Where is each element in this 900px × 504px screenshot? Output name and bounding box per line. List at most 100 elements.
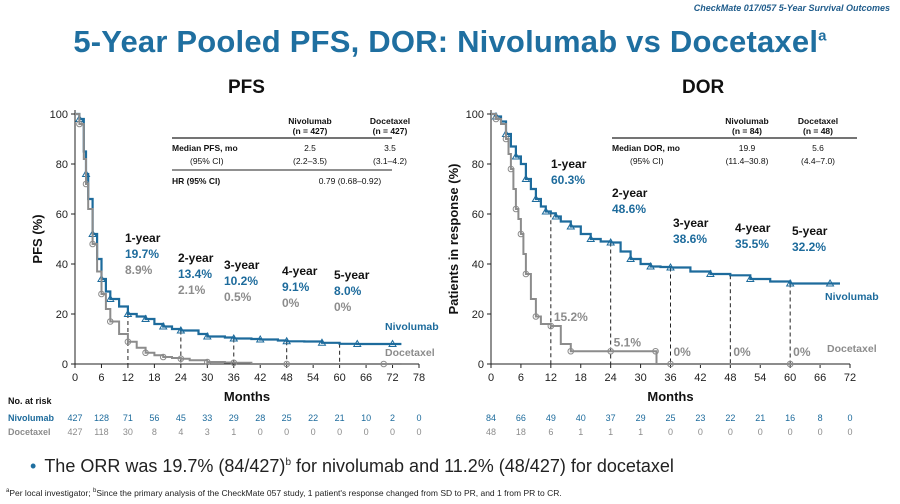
pfs-risk-value-nivolumab: 0 xyxy=(416,413,421,423)
dor-x-axis-label: Months xyxy=(647,389,693,404)
pfs-table-value-docetaxel: (3.1–4.2) xyxy=(373,156,407,166)
pfs-risk-value-docetaxel: 0 xyxy=(364,427,369,437)
brand-header: CheckMate 017/057 5-Year Survival Outcom… xyxy=(693,3,890,13)
pfs-censor-marker xyxy=(177,355,185,363)
dor-risk-value-nivolumab: 66 xyxy=(516,413,526,423)
pfs-risk-value-nivolumab: 10 xyxy=(361,413,371,423)
pfs-risk-label-nivolumab: Nivolumab xyxy=(8,413,55,423)
pfs-risk-value-docetaxel: 4 xyxy=(178,427,183,437)
pfs-risk-value-nivolumab: 29 xyxy=(229,413,239,423)
dor-censor-marker xyxy=(825,279,835,287)
pfs-landmark-label: 3-year xyxy=(224,258,260,272)
pfs-censor-marker xyxy=(255,335,265,343)
dor-censor-marker xyxy=(786,360,794,368)
dor-censor-marker xyxy=(492,115,500,123)
dor-censor-marker xyxy=(606,238,616,246)
dor-risk-value-docetaxel: 1 xyxy=(608,427,613,437)
dor-x-tick-label: 18 xyxy=(575,372,587,384)
dor-landmark-label: 3-year xyxy=(673,216,709,230)
pfs-x-tick-label: 6 xyxy=(98,372,104,384)
pfs-risk-value-docetaxel: 30 xyxy=(123,427,133,437)
pfs-landmark-nivolumab-value: 8.0% xyxy=(334,284,362,298)
dor-risk-value-docetaxel: 0 xyxy=(668,427,673,437)
dor-censor-marker xyxy=(785,279,795,287)
pfs-censor-marker xyxy=(380,360,388,368)
pfs-risk-value-nivolumab: 128 xyxy=(94,413,109,423)
pfs-censor-marker xyxy=(89,240,96,248)
dor-series-nivolumab-line xyxy=(491,112,840,285)
dor-risk-value-nivolumab: 25 xyxy=(665,413,675,423)
pfs-censor-marker xyxy=(158,322,168,330)
dor-table-col2-header: Docetaxel xyxy=(798,116,838,126)
dor-censor-marker xyxy=(567,347,575,355)
pfs-risk-value-docetaxel: 0 xyxy=(311,427,316,437)
dor-risk-value-nivolumab: 40 xyxy=(576,413,586,423)
pfs-risk-value-nivolumab: 22 xyxy=(308,413,318,423)
dor-y-tick-label: 100 xyxy=(466,109,484,121)
pfs-censor-marker xyxy=(283,360,290,368)
title-text: 5-Year Pooled PFS, DOR: Nivolumab vs Doc… xyxy=(73,24,819,59)
pfs-landmark-docetaxel-value: 8.9% xyxy=(125,263,153,277)
dor-x-tick-label: 6 xyxy=(518,372,524,384)
pfs-y-tick-label: 80 xyxy=(56,159,68,171)
dor-landmark-label: 2-year xyxy=(612,186,648,200)
pfs-table-value-docetaxel: 3.5 xyxy=(384,143,396,153)
dor-risk-value-docetaxel: 0 xyxy=(758,427,763,437)
pfs-table-col2-header: Docetaxel xyxy=(370,116,410,126)
pfs-censor-marker xyxy=(106,318,114,325)
pfs-table-row-label: (95% CI) xyxy=(190,156,224,166)
pfs-risk-value-nivolumab: 56 xyxy=(149,413,159,423)
dor-x-tick-label: 72 xyxy=(844,372,856,384)
pfs-risk-value-docetaxel: 0 xyxy=(337,427,342,437)
pfs-x-tick-label: 0 xyxy=(72,372,78,384)
pfs-censor-marker xyxy=(352,339,362,347)
pfs-landmark-label: 2-year xyxy=(178,251,214,265)
dor-risk-value-docetaxel: 0 xyxy=(788,427,793,437)
pfs-table-col1-header: Nivolumab xyxy=(288,116,331,126)
dor-censor-marker xyxy=(512,205,520,213)
pfs-censor-marker xyxy=(202,332,212,340)
dor-risk-value-nivolumab: 29 xyxy=(636,413,646,423)
dor-risk-value-nivolumab: 37 xyxy=(606,413,616,423)
dor-risk-value-docetaxel: 0 xyxy=(818,427,823,437)
pfs-risk-value-docetaxel: 0 xyxy=(390,427,395,437)
dor-censor-marker xyxy=(745,274,755,282)
dor-censor-marker xyxy=(566,222,576,230)
pfs-censor-marker xyxy=(388,339,397,347)
pfs-censor-marker xyxy=(142,349,149,357)
pfs-landmark-nivolumab-value: 9.1% xyxy=(282,280,310,294)
orr-bullet: • The ORR was 19.7% (84/427)b for nivolum… xyxy=(30,456,674,477)
dor-risk-value-docetaxel: 6 xyxy=(548,427,553,437)
dor-y-tick-label: 0 xyxy=(478,359,484,371)
footnote: aPer local investigator; bSince the prim… xyxy=(6,488,562,498)
dor-censor-marker xyxy=(532,313,540,320)
pfs-table-hr-value: 0.79 (0.68–0.92) xyxy=(319,176,382,186)
pfs-table-value-nivolumab: 2.5 xyxy=(304,143,316,153)
pfs-landmark-nivolumab-value: 19.7% xyxy=(125,247,159,261)
dor-table-value-docetaxel: 5.6 xyxy=(812,143,824,153)
pfs-censor-marker xyxy=(229,334,239,342)
pfs-risk-value-nivolumab: 45 xyxy=(176,413,186,423)
dor-x-tick-label: 30 xyxy=(634,372,646,384)
pfs-censor-marker xyxy=(124,338,132,346)
pfs-x-tick-label: 54 xyxy=(307,372,319,384)
dor-censor-marker xyxy=(652,347,659,355)
dor-censor-marker xyxy=(586,234,596,242)
pfs-censor-marker xyxy=(123,309,133,317)
dor-table-value-docetaxel: (4.4–7.0) xyxy=(801,156,835,166)
dor-censor-marker xyxy=(646,262,655,270)
dor-table-value-nivolumab: (11.4–30.8) xyxy=(726,156,769,166)
pfs-risk-value-nivolumab: 33 xyxy=(202,413,212,423)
pfs-risk-value-nivolumab: 71 xyxy=(123,413,133,423)
pfs-x-tick-label: 60 xyxy=(333,372,345,384)
pfs-x-tick-label: 36 xyxy=(228,372,240,384)
pfs-table-row-label: Median PFS, mo xyxy=(172,143,238,153)
dor-table-col2-n: (n = 48) xyxy=(803,126,833,136)
pfs-x-tick-label: 78 xyxy=(413,372,425,384)
dor-x-tick-label: 24 xyxy=(605,372,617,384)
dor-panel-title: DOR xyxy=(682,77,725,98)
dor-censor-marker xyxy=(607,347,614,355)
pfs-x-axis-label: Months xyxy=(224,389,270,404)
footnote-marker-a: a xyxy=(6,488,10,495)
